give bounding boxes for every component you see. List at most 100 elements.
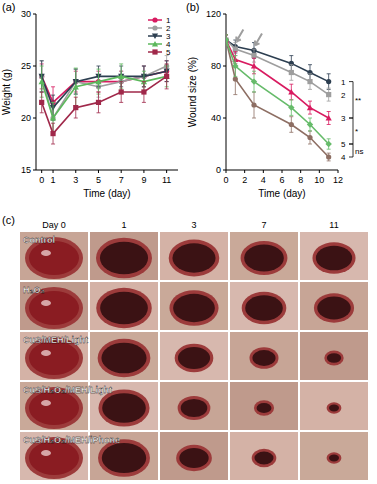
error-bar	[252, 92, 256, 118]
column-header: 1	[121, 220, 126, 230]
column-header: 7	[261, 220, 266, 230]
wound	[179, 448, 208, 468]
wound	[172, 243, 215, 272]
error-bar	[289, 117, 293, 133]
wound-rim	[178, 396, 211, 420]
wound	[29, 441, 79, 475]
wound-photo	[90, 332, 158, 380]
data-point	[326, 92, 331, 97]
data-point	[289, 122, 294, 127]
wound-photo	[90, 282, 158, 330]
wound	[100, 242, 148, 275]
wound-photo	[20, 232, 88, 280]
data-point	[307, 135, 312, 140]
x-tick	[75, 170, 76, 173]
panel-label: (c)	[2, 214, 15, 226]
x-tick-label: 11	[162, 175, 171, 185]
wound-photo	[300, 232, 368, 280]
wound-rim	[327, 402, 342, 414]
x-tick-label: 2	[242, 175, 247, 185]
skin	[230, 232, 298, 280]
y-tick-label: 25	[21, 61, 31, 71]
skin	[230, 432, 298, 480]
series-end-label: 5	[341, 140, 346, 149]
wound-photo	[90, 232, 158, 280]
panel-label: (a)	[2, 1, 15, 13]
wound	[173, 294, 215, 322]
data-point	[226, 37, 229, 42]
y-tick-label: 20	[21, 113, 31, 123]
series-line	[42, 76, 167, 118]
series-end-label: 4	[341, 153, 346, 162]
wound-photo	[230, 282, 298, 330]
legend-marker	[152, 49, 157, 54]
wound-photo	[230, 382, 298, 430]
data-point	[288, 89, 294, 95]
x-tick-label: 1	[51, 175, 56, 185]
legend: 12345	[148, 16, 171, 57]
series-end-label: 3	[341, 114, 346, 123]
row-label: H₂O₂	[23, 285, 45, 295]
wound-photo	[20, 282, 88, 330]
skin	[160, 382, 228, 430]
y-tick-label: 120	[206, 9, 221, 19]
wound-rim	[312, 242, 355, 274]
error-bar	[40, 92, 44, 113]
x-tick	[263, 170, 264, 173]
highlight	[41, 350, 51, 356]
legend-marker	[152, 17, 157, 22]
series	[39, 61, 169, 118]
figure: (a)1520253001357911Time (day)Weight (g)1…	[0, 0, 377, 484]
data-point	[251, 53, 256, 58]
data-point	[164, 73, 170, 79]
data-point	[233, 47, 238, 52]
wound-rim	[252, 449, 277, 467]
significance-bracket	[349, 118, 353, 144]
data-point	[226, 37, 229, 42]
skin	[20, 282, 88, 330]
wound-rim	[176, 445, 212, 471]
data-point	[226, 37, 229, 43]
wound	[329, 455, 339, 462]
skin	[20, 232, 88, 280]
x-tick	[244, 170, 245, 173]
wound-photo	[20, 332, 88, 380]
wound-rim	[314, 293, 354, 322]
error-bar	[308, 74, 312, 90]
x-tick	[319, 170, 320, 173]
x-tick-label: 4	[261, 175, 266, 185]
treatment-arrow	[236, 30, 243, 42]
y-tick	[223, 14, 226, 15]
legend-marker	[152, 41, 158, 47]
data-point	[307, 121, 313, 127]
wound	[327, 353, 341, 363]
wound-photo	[230, 432, 298, 480]
y-tick-label: 0	[216, 165, 221, 175]
data-point	[307, 79, 312, 84]
wound	[101, 343, 146, 374]
x-tick-label: 12	[333, 175, 343, 185]
wound-photo	[300, 382, 368, 430]
treatment-arrow	[255, 33, 262, 45]
wound-photo	[160, 432, 228, 480]
data-point	[73, 84, 79, 90]
wound-photo	[230, 232, 298, 280]
series	[39, 64, 170, 134]
data-point	[325, 141, 331, 147]
x-tick	[338, 170, 339, 173]
wound-rim	[327, 452, 342, 464]
x-axis-label: Time (day)	[83, 188, 130, 199]
series-line	[42, 76, 167, 133]
x-axis	[36, 170, 178, 171]
data-point	[50, 131, 55, 136]
y-axis	[36, 14, 37, 170]
row-label: Control	[23, 235, 55, 245]
data-group	[39, 56, 170, 144]
error-bar	[74, 97, 78, 118]
skin	[230, 382, 298, 430]
wound	[29, 391, 79, 425]
skin	[300, 432, 368, 480]
legend-marker	[152, 25, 157, 30]
data-point	[288, 104, 294, 110]
x-tick	[98, 170, 99, 173]
